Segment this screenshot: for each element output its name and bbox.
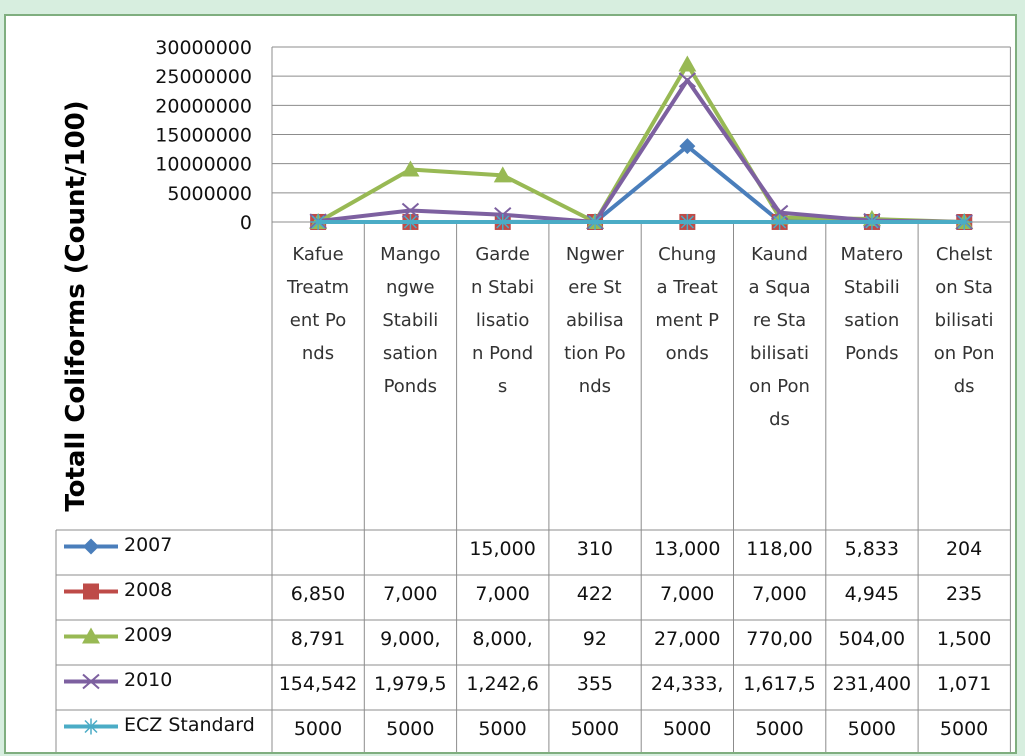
table-value: 5000 [386,718,435,740]
table-value: 504,00 [838,628,906,650]
table-value: 204 [945,538,983,560]
y-tick-label: 25000000 [155,66,252,88]
x-tick-label: Garden Stabilisation Ponds [471,244,535,397]
y-tick-label: 10000000 [155,154,252,176]
point [863,213,880,230]
table-value: 8,000, [472,628,533,650]
table-value: 15,000 [469,538,536,560]
table-value: 1,500 [936,628,992,650]
legend-label: 2008 [124,579,173,601]
table-value: 5000 [755,718,804,740]
table-value: 1,617,5 [743,673,816,695]
table-value: 5,833 [844,538,899,560]
chart-frame: Totall Coliforms (Count/100) 0 5000000 100… [4,14,1017,754]
series-line [317,78,965,224]
point [82,673,100,690]
table-value: 231,400 [832,673,912,695]
point [956,213,973,230]
table-value: 422 [576,583,614,605]
y-tick-label: 0 [240,212,252,234]
point [771,213,788,230]
x-tick-label: Ngwerere Stabilisation Ponds [564,244,626,397]
y-tick-label: 5000000 [167,183,252,205]
series-line [317,62,965,224]
x-tick-label: Chelston Stabilisation Ponds [933,244,995,397]
x-tick-label: Kafue Treatment Ponds [286,244,350,364]
table-value: 118,00 [746,538,813,560]
point [493,166,512,183]
point [310,213,327,230]
table-value: 5000 [293,718,343,740]
x-tick-label: Mangongwe Stabilisation Ponds [380,244,441,397]
point [83,538,99,555]
table-value: 154,542 [278,673,358,695]
legend-label: 2007 [124,534,173,556]
table-value: 7,000 [752,583,807,605]
table-value: 6,850 [290,583,346,605]
table-value: 1,071 [936,673,992,695]
table-value: 235 [945,583,983,605]
x-tick-label: Chunga Treatment Ponds [655,244,720,364]
table-value: 7,000 [475,583,530,605]
point [401,202,420,219]
table-value: 9,000, [380,628,441,650]
table-value: 770,00 [746,628,813,650]
table-value: 7,000 [383,583,438,605]
table-value: 4,945 [844,583,899,605]
table-value: 355 [576,673,614,695]
point [678,72,697,88]
y-axis-title: Totall Coliforms (Count/100) [61,100,91,511]
point [83,583,99,600]
legend-label: 2009 [124,624,173,646]
point [679,138,696,155]
point [82,627,100,644]
point [402,213,419,230]
y-tick-label: 20000000 [155,95,252,117]
table-value: 5000 [939,718,989,740]
table-value: 310 [576,538,614,560]
point [679,213,696,230]
point [83,718,99,735]
point [494,213,511,230]
legend-label: 2010 [124,669,173,691]
table-value: 5000 [663,718,712,740]
table-value: 1,242,6 [466,673,539,695]
table-value: 92 [582,628,607,650]
point [587,213,604,230]
y-tick-label: 30000000 [155,37,252,59]
table-value: 5000 [478,718,527,740]
table-value: 1,979,5 [374,673,447,695]
x-tick-label: Kaunda Square Stabilisation Ponds [748,244,811,430]
legend-label: ECZ Standard [124,714,255,736]
point [678,55,697,72]
table-value: 27,000 [653,628,721,650]
y-tick-label: 15000000 [155,125,252,147]
table-value: 24,333, [650,673,724,695]
x-tick-label: Matero Stabilisation Ponds [840,244,904,364]
chart: Totall Coliforms (Count/100) 0 5000000 100… [55,37,1011,752]
point [401,160,420,177]
table-value: 13,000 [653,538,721,560]
table-value: 7,000 [659,583,715,605]
table-value: 5000 [847,718,896,740]
table-value: 8,791 [290,628,346,650]
table-value: 5000 [570,718,620,740]
